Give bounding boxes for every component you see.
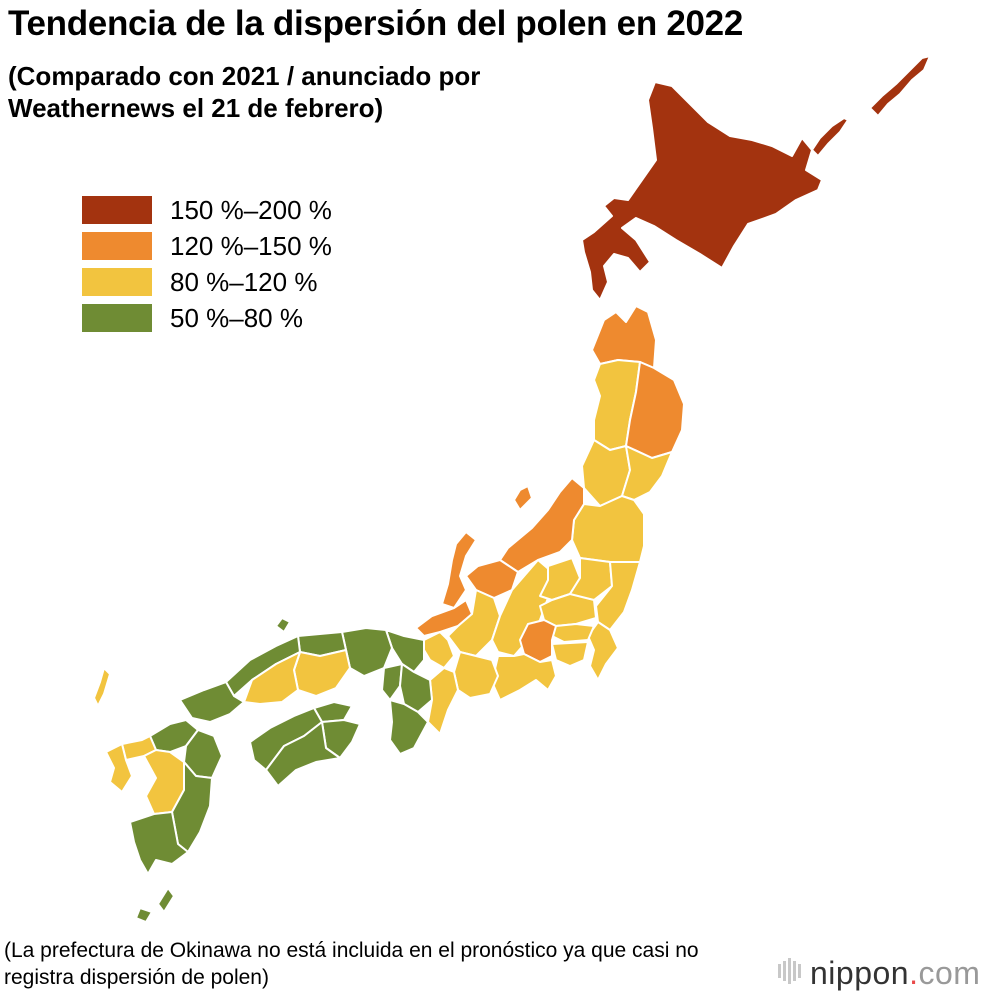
tanegashima-island [157, 887, 175, 913]
wakayama [389, 699, 429, 755]
legend-label-120-150: 120 %–150 % [170, 230, 332, 261]
hiroshima [243, 651, 301, 705]
map-title: Tendencia de la dispersión del polen en … [8, 4, 743, 43]
region-hokkaido [581, 55, 931, 301]
miyagi [621, 445, 673, 501]
legend-swatch-80-120 [82, 268, 152, 296]
chiba [587, 621, 619, 681]
nagasaki [105, 743, 133, 793]
oki-islands [275, 617, 291, 633]
footnote-okinawa: (La prefectura de Okinawa no está inclui… [4, 939, 699, 989]
legend-item-150-200: 150 %–200 % [82, 192, 332, 228]
aomori [591, 305, 657, 369]
yamaguchi [179, 681, 245, 723]
logo-dot: . [909, 955, 919, 991]
legend-item-120-150: 120 %–150 % [82, 228, 332, 264]
niigata [499, 477, 585, 573]
aichi [453, 651, 499, 699]
region-kyushu [93, 667, 223, 923]
legend-label-150-200: 150 %–200 % [170, 194, 332, 225]
ishikawa [441, 531, 477, 609]
hokkaido-main [581, 81, 823, 301]
osaka [381, 663, 403, 701]
nippon-logo-icon [776, 958, 802, 989]
map-subtitle: (Comparado con 2021 / anunciado por Weat… [8, 61, 481, 123]
yakushima-island [135, 907, 153, 923]
nara [399, 663, 433, 713]
legend: 150 %–200 % 120 %–150 % 80 %–120 % 50 %–… [82, 192, 332, 336]
miyazaki [171, 761, 213, 853]
kunashiri-island [811, 117, 849, 157]
shizuoka [491, 653, 557, 701]
region-chugoku [179, 617, 351, 723]
legend-item-50-80: 50 %–80 % [82, 300, 332, 336]
kagoshima [129, 811, 189, 875]
region-tohoku [571, 305, 685, 563]
region-shikoku [249, 701, 361, 787]
legend-swatch-120-150 [82, 232, 152, 260]
tokyo [551, 623, 595, 643]
legend-label-80-120: 80 %–120 % [170, 266, 318, 297]
legend-swatch-50-80 [82, 304, 152, 332]
region-chubu-kanto [415, 477, 641, 701]
sado-island [513, 485, 533, 511]
legend-item-80-120: 80 %–120 % [82, 264, 332, 300]
kyoto [385, 629, 425, 673]
logo-suffix: com [918, 955, 981, 991]
legend-swatch-150-200 [82, 196, 152, 224]
mie [427, 667, 459, 735]
nippon-com-logo[interactable]: nippon.com [776, 955, 980, 992]
kanagawa [551, 641, 589, 667]
logo-text: nippon.com [810, 955, 980, 992]
okayama [293, 649, 351, 697]
region-kansai [341, 627, 459, 755]
kochi [265, 721, 341, 787]
yamanashi [519, 619, 557, 663]
kuril-islands [869, 55, 931, 117]
legend-label-50-80: 50 %–80 % [170, 302, 303, 333]
tsushima-island [93, 667, 111, 707]
logo-name: nippon [810, 955, 910, 991]
